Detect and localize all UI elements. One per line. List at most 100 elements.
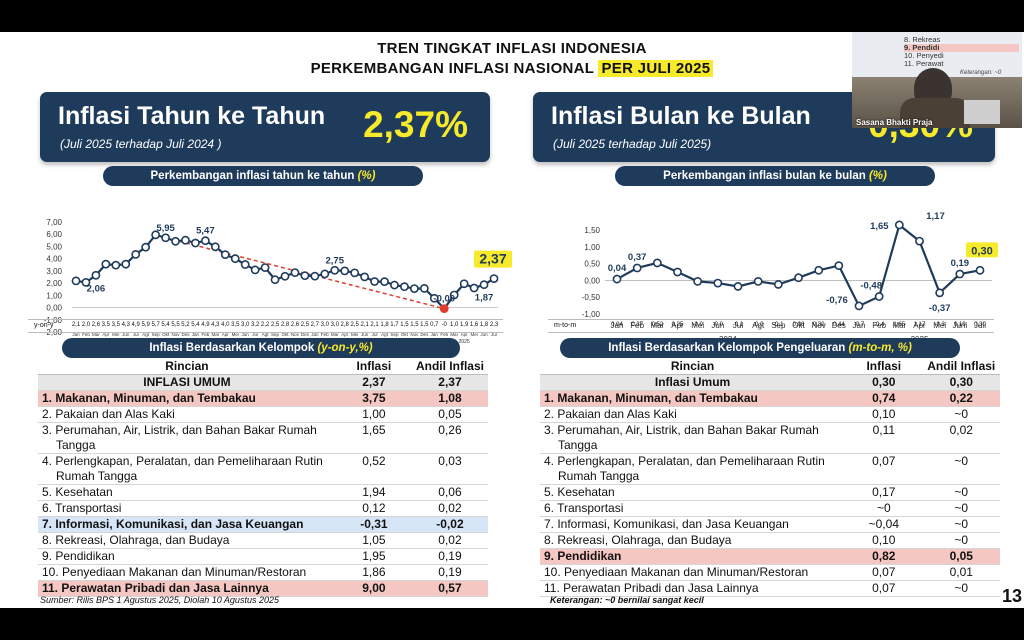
left-row-andil: 2,37 — [411, 374, 488, 391]
yoy-ytick: 0,00 — [46, 304, 62, 313]
yoy-point — [200, 236, 210, 246]
video-person-body — [900, 98, 970, 128]
title-line2-text: PERKEMBANGAN INFLASI NASIONAL — [310, 60, 594, 77]
yoy-xtick: Jul — [491, 332, 497, 337]
right-row-andil: 0,01 — [922, 564, 1000, 581]
right-header-row: Rincian Inflasi Andil Inflasi — [540, 359, 1000, 375]
left-table: Rincian Inflasi Andil Inflasi INFLASI UMUM 2… — [38, 359, 488, 597]
yoy-point — [71, 276, 81, 286]
mtm-table-value: -0,4 — [873, 322, 885, 328]
mtm-point — [713, 278, 723, 288]
left-table-row: 5. Kesehatan 1,94 0,06 — [38, 484, 488, 501]
source-note: Sumber: Rilis BPS 1 Agustus 2025, Diolah… — [40, 595, 279, 605]
left-row-label: 7. Informasi, Komunikasi, dan Jasa Keuan… — [38, 516, 336, 533]
yoy-xtick: Des — [301, 332, 310, 337]
right-row-inflasi: 0,17 — [845, 484, 923, 501]
yoy-xtick: Jul — [133, 332, 139, 337]
yoy-point — [151, 230, 161, 240]
right-row-inflasi: 0,30 — [845, 374, 923, 391]
yoy-table-value: 1,5 — [400, 322, 409, 328]
right-table-row: 3. Perumahan, Air, Listrik, dan Bahan Ba… — [540, 422, 1000, 454]
yoy-chart: 7,006,005,004,003,002,001,000,00-1,00-2,… — [44, 218, 512, 345]
yoy-point — [390, 280, 399, 290]
right-row-label: 4. Perlengkapan, Peralatan, dan Pemeliha… — [540, 453, 846, 485]
left-row-inflasi: 1,00 — [335, 406, 412, 423]
mtm-table-value: -0,3 — [934, 322, 945, 328]
yoy-point — [340, 266, 350, 276]
mtm-table-value: 0,30 — [812, 322, 825, 328]
mtm-point — [975, 265, 985, 275]
yoy-data-label: 2,37 — [479, 251, 506, 267]
mtm-table-value: 1,65 — [893, 322, 906, 328]
yoy-xtick: Jun — [122, 332, 130, 337]
yoy-table-value: 4,3 — [211, 322, 220, 328]
left-row-inflasi: 3,75 — [335, 390, 412, 407]
left-row-label: 2. Pakaian dan Alas Kaki — [38, 406, 336, 423]
left-row-label: 3. Perumahan, Air, Listrik, dan Bahan Ba… — [38, 422, 336, 454]
mtm-xtick: Jan — [853, 321, 866, 330]
mtm-table-value: -0,0 — [712, 322, 723, 328]
yoy-point — [111, 260, 121, 270]
yoy-table-value: 4,9 — [131, 322, 140, 328]
yoy-table-value: -0 — [441, 322, 447, 328]
yoy-point — [250, 265, 260, 275]
mtm-xtick: Okt — [792, 321, 805, 330]
yoy-point — [121, 259, 131, 269]
yoy-data-label: -0,09 — [433, 294, 455, 305]
right-table-row: 11. Perawatan Pribadi dan Jasa Lainnya 0,… — [540, 580, 1000, 597]
yoy-table-value: 1,5 — [420, 322, 429, 328]
left-row-andil: 0,02 — [411, 532, 488, 549]
left-table-row: INFLASI UMUM 2,37 2,37 — [38, 374, 488, 391]
yoy-xtick: Sep — [152, 332, 161, 337]
yoy-table-value: 3,2 — [250, 322, 260, 328]
mtm-xtick: Mar — [650, 321, 664, 330]
right-table-row: 7. Informasi, Komunikasi, dan Jasa Keuan… — [540, 516, 1000, 533]
yoy-xtick: Des — [420, 332, 429, 337]
yoy-point — [220, 250, 230, 260]
mtm-table-value: 0,19 — [953, 322, 966, 328]
yoy-point — [161, 233, 170, 243]
mtm-ytick: -0,50 — [582, 293, 601, 302]
left-table-row: 7. Informasi, Komunikasi, dan Jasa Keuan… — [38, 516, 488, 533]
yoy-table-value: 2,5 — [270, 322, 280, 328]
yoy-point — [181, 235, 190, 245]
yoy-table-value: 2,6 — [91, 322, 101, 328]
yoy-ytick: 4,00 — [46, 255, 62, 264]
yoy-xtick: Jan — [311, 332, 319, 337]
mtm-ytick: 1,00 — [584, 243, 600, 252]
mtm-data-label: 1,17 — [926, 211, 945, 222]
yoy-xtick: Des — [181, 332, 190, 337]
right-row-label: 3. Perumahan, Air, Listrik, dan Bahan Ba… — [540, 422, 846, 454]
mtm-data-label: 0,19 — [951, 258, 970, 269]
right-table-title: Inflasi Berdasarkan Kelompok Pengeluaran… — [560, 338, 960, 358]
mtm-table-value: -0,7 — [853, 322, 865, 328]
right-table-row: 5. Kesehatan 0,17 ~0 — [540, 484, 1000, 501]
right-row-andil: ~0 — [922, 580, 1000, 597]
yoy-chart-title-text: Perkembangan inflasi tahun ke tahun — [150, 170, 355, 182]
left-header-row: Rincian Inflasi Andil Inflasi — [38, 359, 488, 375]
yoy-table-value: 1,6 — [469, 322, 479, 328]
left-table-title: Inflasi Berdasarkan Kelompok (y-on-y,%) — [62, 338, 460, 358]
mtm-data-label: 0,04 — [608, 263, 627, 274]
yoy-point — [469, 283, 479, 293]
yoy-point — [81, 277, 91, 287]
right-row-andil: ~0 — [922, 406, 1000, 423]
yoy-point — [260, 263, 270, 272]
yoy-xtick: Okt — [162, 332, 170, 337]
yoy-highlight-box — [474, 250, 512, 268]
left-row-inflasi: 0,12 — [335, 500, 412, 517]
mtm-chart: 1,501,000,500,00-0,50-1,000,040,37-0,76-… — [582, 211, 998, 344]
mtm-xtick: Sep — [771, 321, 786, 330]
mtm-table-value: 0,44 — [832, 322, 845, 328]
yoy-xtick: Feb — [201, 332, 209, 337]
video-overlay: 8. Rekreas 9. Pendidi 10. Penyedi 11. Peraw… — [852, 32, 1022, 128]
yoy-data-label: 5,95 — [156, 223, 175, 234]
mtm-data-label: -0,48 — [860, 281, 882, 292]
video-mini-row: 10. Penyedi — [904, 51, 944, 60]
mtm-highlight-box — [966, 242, 998, 258]
yoy-point — [459, 279, 469, 289]
left-table-row: 8. Rekreasi, Olahraga, dan Budaya 1,05 0,0… — [38, 532, 488, 549]
yoy-xtick: Mar — [211, 332, 219, 337]
yoy-xtick: Mei — [112, 332, 119, 337]
yoy-table-value: 5,2 — [181, 322, 190, 328]
